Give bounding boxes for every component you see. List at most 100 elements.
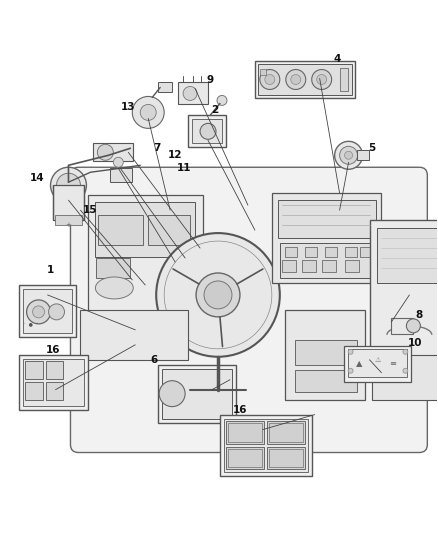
Text: 16: 16 [46,345,61,355]
Bar [224,418,308,472]
Circle shape [286,69,306,90]
FancyBboxPatch shape [71,167,427,453]
Bar [228,449,262,467]
Circle shape [140,104,156,120]
Text: 1: 1 [47,265,54,275]
Bar [226,421,264,443]
Bar [110,168,132,182]
Text: 11: 11 [177,163,191,173]
Bar [220,415,312,477]
Text: 12: 12 [168,150,182,160]
Text: 9: 9 [206,76,214,85]
Bar [370,220,438,370]
Bar [46,361,64,379]
Text: ▲: ▲ [356,359,363,368]
Circle shape [260,69,280,90]
Bar [267,447,305,470]
Bar [267,421,305,443]
Bar [178,83,208,104]
Text: 14: 14 [30,173,45,183]
Bar [25,361,42,379]
Bar [54,215,82,225]
Bar [226,447,264,470]
Circle shape [406,319,420,333]
Bar [360,247,371,257]
Bar [148,215,190,245]
Circle shape [32,306,45,318]
Bar [295,370,357,392]
Bar [343,346,411,382]
Circle shape [113,157,124,167]
Circle shape [217,95,227,106]
Circle shape [49,304,64,320]
Text: ⁻  ●  ⁺: ⁻ ● ⁺ [23,322,39,327]
Text: 6: 6 [151,355,158,365]
Bar [321,260,336,272]
Circle shape [317,75,327,84]
Bar [278,200,375,238]
Bar [188,116,226,147]
Text: 13: 13 [121,102,135,112]
Text: ≡: ≡ [389,359,396,368]
Circle shape [183,86,197,100]
Text: 8: 8 [416,310,423,320]
Bar [260,69,266,75]
Bar [302,260,316,272]
Circle shape [200,123,216,139]
Bar [46,382,64,400]
Bar [280,243,374,278]
Circle shape [291,75,301,84]
Circle shape [132,96,164,128]
Bar [345,247,357,257]
Bar [95,202,195,257]
Text: 10: 10 [408,338,423,348]
Bar [162,369,232,418]
Bar [282,260,296,272]
Bar [53,185,85,220]
Bar [269,449,303,467]
Bar [25,382,42,400]
Bar [325,247,337,257]
Bar [19,355,88,410]
Bar [192,119,222,143]
Bar [357,150,368,160]
Bar [348,349,407,377]
Bar [93,143,133,161]
Circle shape [50,167,86,203]
Circle shape [348,349,353,354]
Circle shape [403,368,408,373]
Bar [305,247,317,257]
Bar [228,423,262,441]
Circle shape [345,151,353,159]
Circle shape [335,141,363,169]
Circle shape [159,381,185,407]
Bar [339,68,348,92]
Bar [96,258,130,278]
Circle shape [156,233,280,357]
Bar [23,289,72,333]
Bar [255,61,355,99]
Bar [158,365,236,423]
Bar [19,285,77,337]
Text: +: + [66,222,71,228]
Bar [258,63,352,95]
Bar [345,260,359,272]
Circle shape [97,144,113,160]
Bar [295,340,357,365]
Bar [272,193,381,283]
Circle shape [348,368,353,373]
Bar [88,195,203,325]
Text: ⚠: ⚠ [374,357,381,363]
Circle shape [312,69,332,90]
Bar [99,215,143,245]
Text: 7: 7 [153,143,161,154]
Bar [392,318,413,334]
Circle shape [265,75,275,84]
Bar [158,83,172,92]
Text: 16: 16 [233,405,247,415]
Circle shape [204,281,232,309]
Circle shape [164,241,272,349]
Circle shape [403,349,408,354]
Bar [285,247,297,257]
Text: 4: 4 [334,53,341,63]
